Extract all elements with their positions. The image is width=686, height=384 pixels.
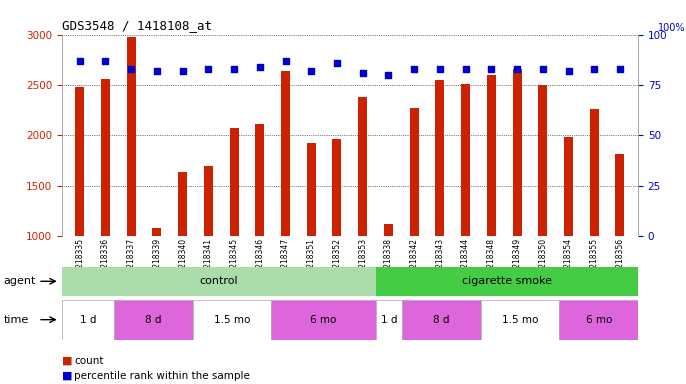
Text: time: time <box>3 314 29 325</box>
Point <box>228 66 239 72</box>
Point <box>615 66 626 72</box>
Bar <box>271 300 376 340</box>
Text: 8 d: 8 d <box>434 314 450 325</box>
Bar <box>559 300 638 340</box>
Bar <box>358 97 367 236</box>
Bar <box>461 84 470 236</box>
Text: ■: ■ <box>62 371 72 381</box>
Point <box>537 66 548 72</box>
Point <box>563 68 574 74</box>
Point <box>589 66 600 72</box>
Bar <box>193 300 271 340</box>
Point <box>100 58 111 64</box>
Bar <box>62 267 376 296</box>
Point <box>306 68 317 74</box>
Text: 100%: 100% <box>658 23 685 33</box>
Bar <box>564 137 573 236</box>
Text: GDS3548 / 1418108_at: GDS3548 / 1418108_at <box>62 19 212 32</box>
Bar <box>230 128 239 236</box>
Bar <box>590 109 599 236</box>
Bar <box>376 267 638 296</box>
Point <box>74 58 85 64</box>
Bar <box>62 300 114 340</box>
Text: 1.5 mo: 1.5 mo <box>214 314 250 325</box>
Bar <box>487 75 496 236</box>
Text: 1 d: 1 d <box>381 314 397 325</box>
Bar <box>152 228 161 236</box>
Point <box>409 66 420 72</box>
Point <box>126 66 137 72</box>
Bar <box>178 172 187 236</box>
Point <box>280 58 291 64</box>
Bar <box>615 154 624 236</box>
Text: 6 mo: 6 mo <box>586 314 612 325</box>
Bar <box>436 80 445 236</box>
Text: 1.5 mo: 1.5 mo <box>502 314 539 325</box>
Bar <box>255 124 264 236</box>
Bar <box>114 300 193 340</box>
Point <box>512 66 523 72</box>
Point <box>255 64 265 70</box>
Bar <box>101 79 110 236</box>
Bar <box>384 224 393 236</box>
Bar <box>333 139 342 236</box>
Point <box>177 68 188 74</box>
Text: cigarette smoke: cigarette smoke <box>462 276 552 286</box>
Point <box>357 70 368 76</box>
Bar <box>307 144 316 236</box>
Point <box>383 72 394 78</box>
Bar <box>281 71 290 236</box>
Point <box>434 66 445 72</box>
Text: 1 d: 1 d <box>80 314 96 325</box>
Bar <box>481 300 559 340</box>
Bar <box>127 36 136 236</box>
Point <box>152 68 163 74</box>
Text: ■: ■ <box>62 356 72 366</box>
Text: count: count <box>74 356 104 366</box>
Bar <box>402 300 481 340</box>
Text: 6 mo: 6 mo <box>311 314 337 325</box>
Bar <box>204 166 213 236</box>
Point <box>331 60 342 66</box>
Bar <box>376 300 402 340</box>
Text: control: control <box>200 276 238 286</box>
Text: percentile rank within the sample: percentile rank within the sample <box>74 371 250 381</box>
Point <box>460 66 471 72</box>
Bar <box>410 108 418 236</box>
Bar <box>512 69 521 236</box>
Point <box>203 66 214 72</box>
Bar <box>539 85 547 236</box>
Text: agent: agent <box>3 276 36 286</box>
Text: 8 d: 8 d <box>145 314 162 325</box>
Bar <box>75 87 84 236</box>
Point <box>486 66 497 72</box>
